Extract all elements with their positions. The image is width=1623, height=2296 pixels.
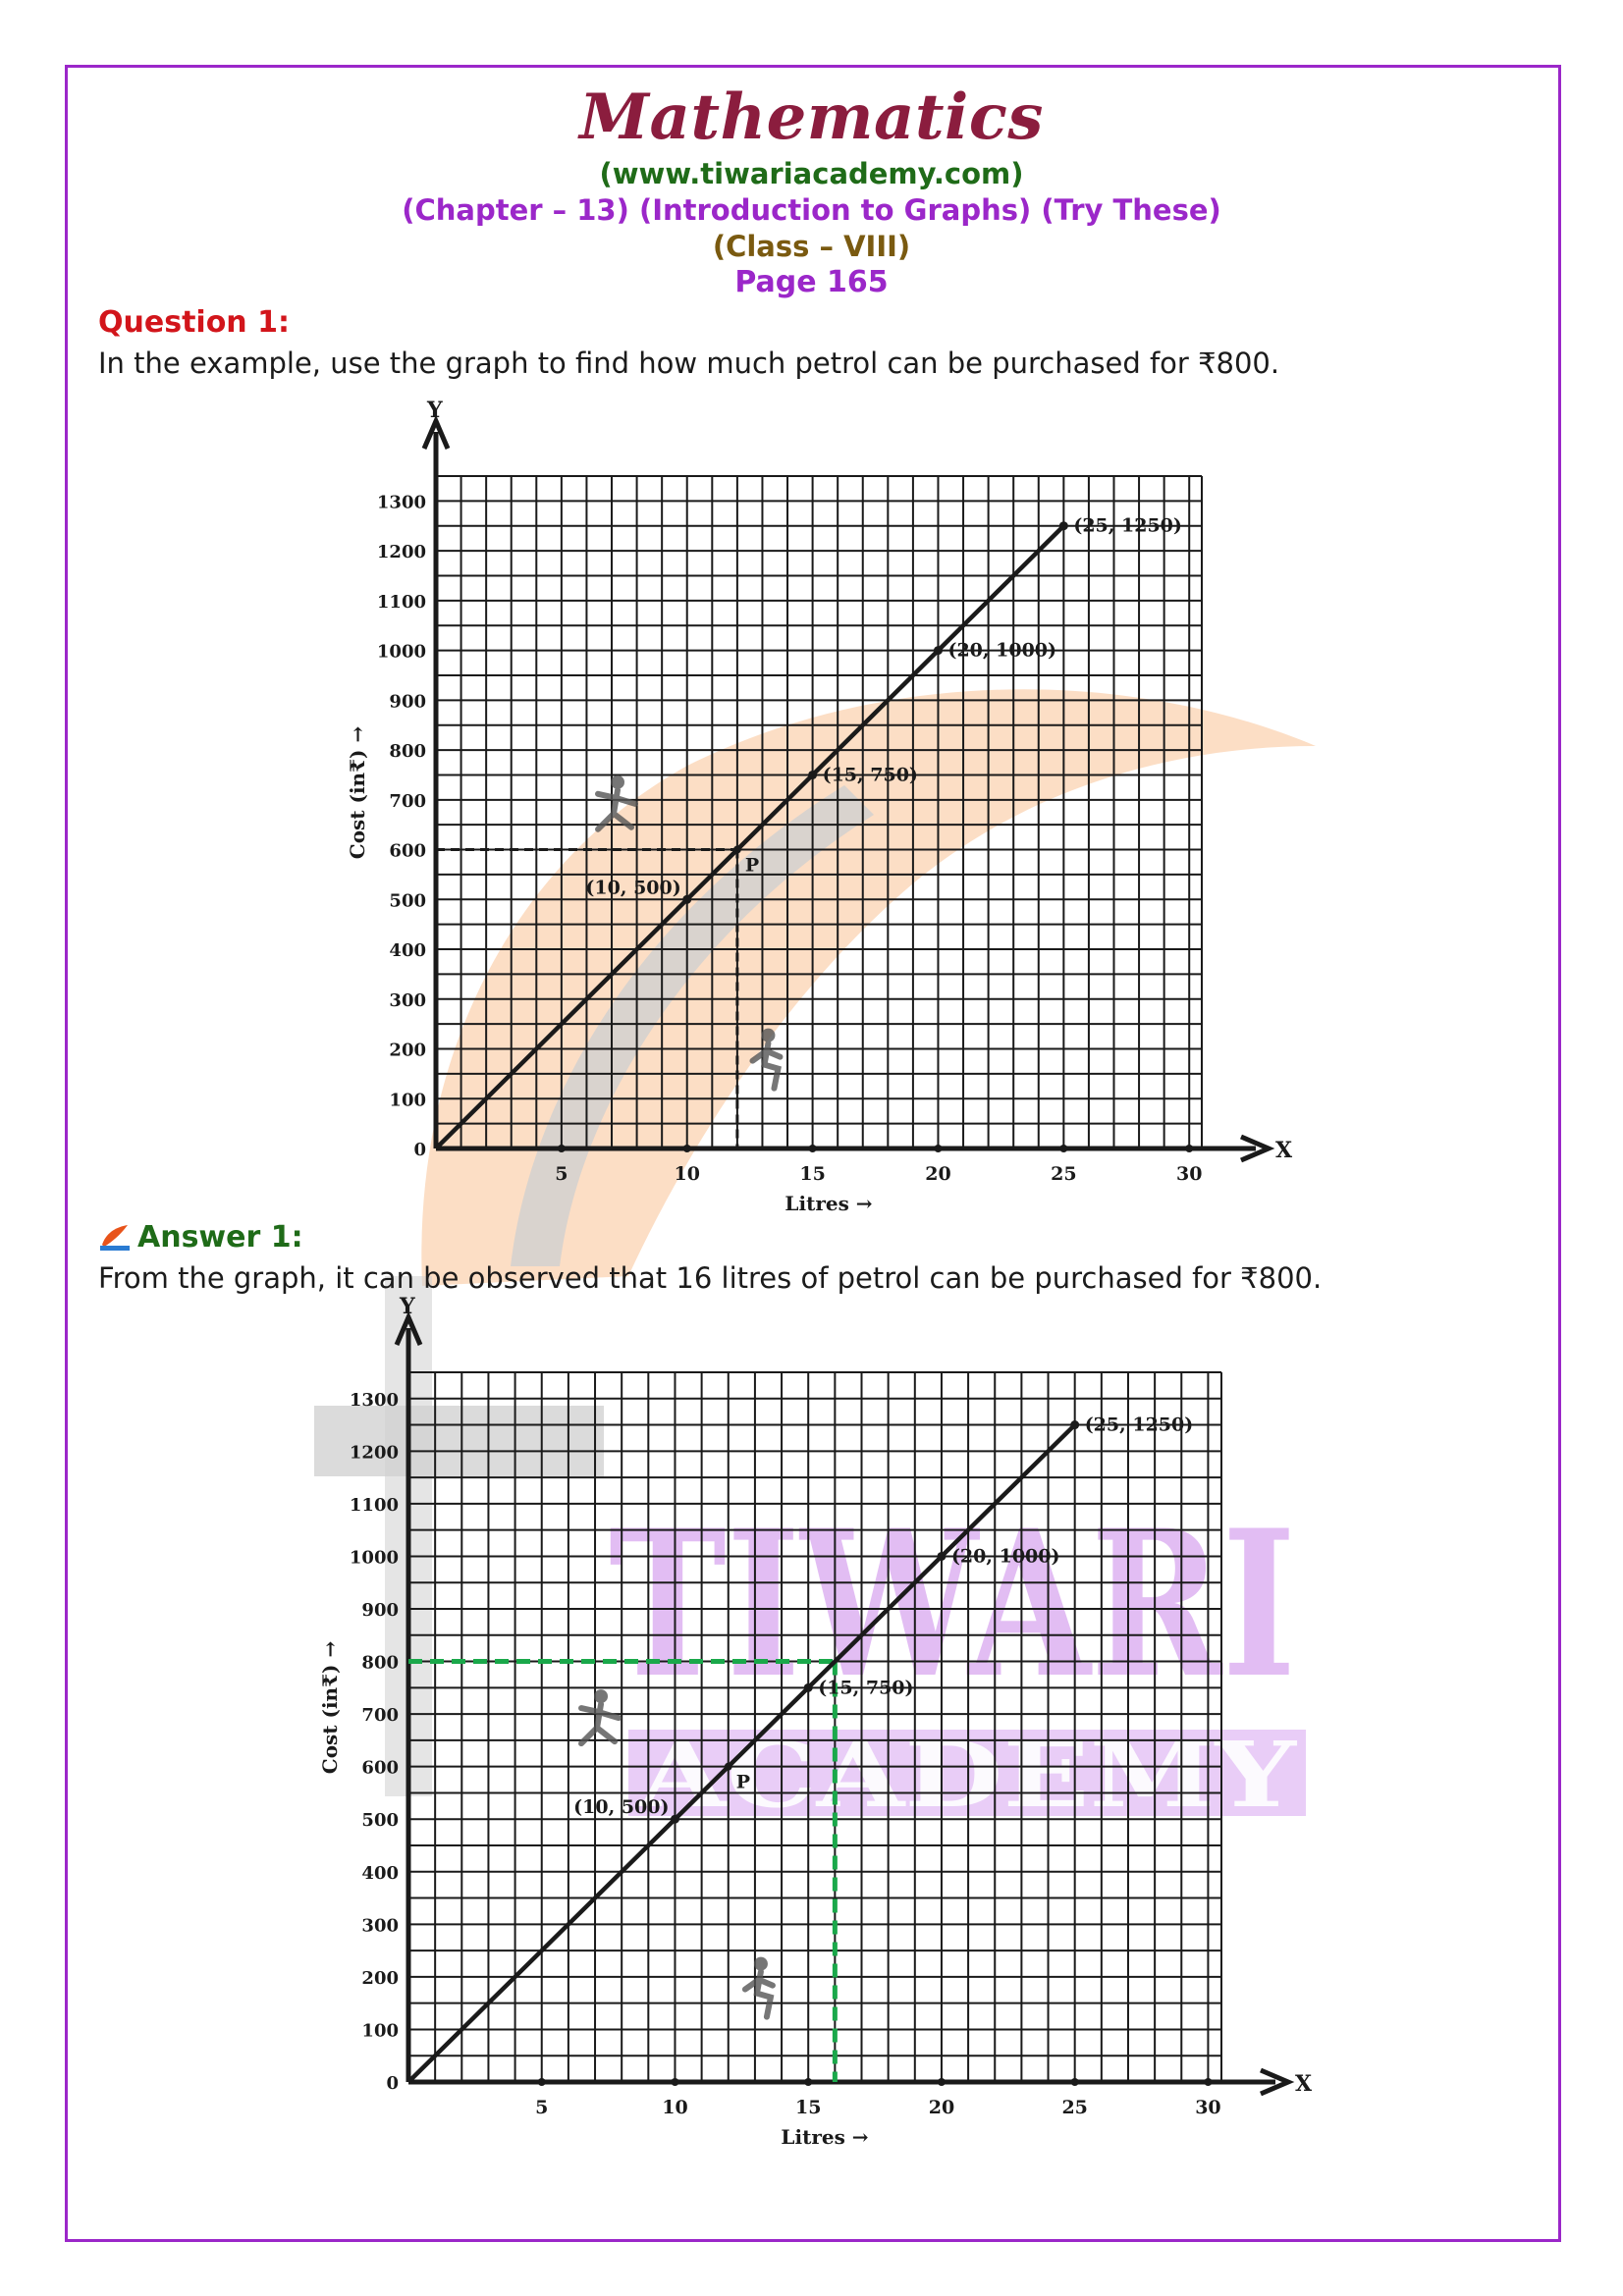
question-text: In the example, use the graph to find ho… <box>98 347 1280 380</box>
pen-icon <box>100 1224 130 1251</box>
question-heading: Question 1: <box>98 305 290 340</box>
page-border <box>65 65 1561 2242</box>
page-title: Mathematics <box>579 80 1044 154</box>
page-number: Page 165 <box>734 265 889 299</box>
site-url[interactable]: (www.tiwariacademy.com) <box>599 157 1024 190</box>
class-heading: (Class – VIII) <box>712 230 911 263</box>
chapter-heading: (Chapter – 13) (Introduction to Graphs) … <box>402 193 1221 227</box>
answer-heading: Answer 1: <box>137 1220 303 1255</box>
answer-heading-row: Answer 1: <box>98 1220 303 1255</box>
answer-text: From the graph, it can be observed that … <box>98 1261 1323 1295</box>
